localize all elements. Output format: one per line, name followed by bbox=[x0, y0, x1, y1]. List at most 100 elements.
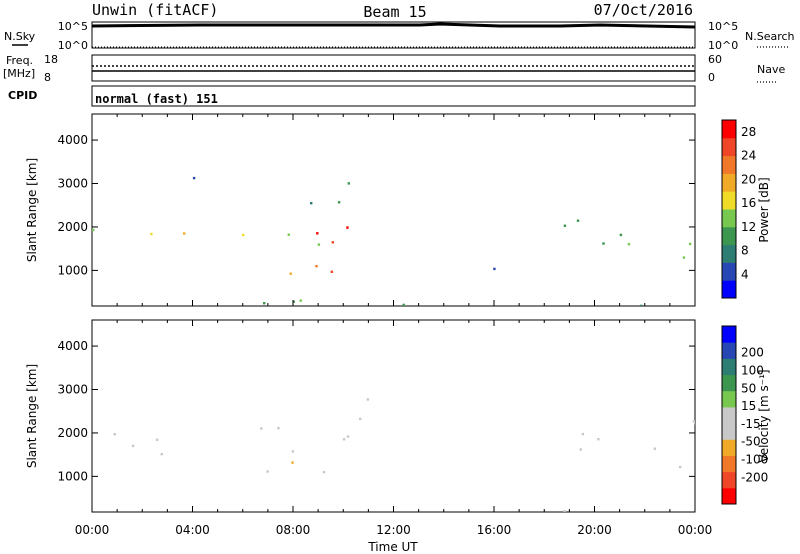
beam-title: Beam 15 bbox=[363, 3, 426, 21]
heatmap-cell bbox=[366, 398, 369, 401]
y-tick-label: 3000 bbox=[57, 383, 88, 397]
nave-label: Nave bbox=[757, 63, 785, 76]
colorbar-tick-label: -100 bbox=[741, 453, 768, 467]
station-title: Unwin (fitACF) bbox=[92, 1, 218, 19]
nsearch-tick-top: 10^5 bbox=[708, 20, 738, 33]
colorbar-tick-label: 12 bbox=[741, 220, 756, 234]
colorbar-tick-label: 50 bbox=[741, 381, 756, 395]
nave-tick-bottom: 0 bbox=[708, 71, 715, 84]
colorbar-tick-label: 8 bbox=[741, 244, 749, 258]
heatmap-cell bbox=[292, 300, 295, 303]
colorbar-swatch bbox=[722, 280, 736, 299]
heatmap-cell bbox=[693, 422, 695, 425]
colorbar-swatch bbox=[722, 173, 736, 192]
y-tick-label: 1000 bbox=[57, 263, 88, 277]
velocity-colorbar: -200 -100 -50 -15 15 50 100 200 bbox=[721, 325, 768, 505]
nsearch-tick-bottom: 10^0 bbox=[708, 39, 738, 52]
heatmap-cell bbox=[346, 435, 350, 438]
colorbar-swatch bbox=[722, 374, 736, 392]
y-tick-label: 4000 bbox=[57, 133, 88, 147]
colorbar-swatch bbox=[722, 471, 736, 489]
nsky-trace bbox=[91, 22, 696, 29]
colorbar-tick-label: 200 bbox=[741, 346, 764, 360]
velocity-panel: 1000 2000 3000 4000 Slant Range [km] -200 -1… bbox=[25, 319, 771, 513]
heatmap-cell bbox=[266, 470, 269, 473]
freq-tick-top: 18 bbox=[44, 53, 58, 66]
y-tick-label: 2000 bbox=[57, 426, 88, 440]
heatmap-cell bbox=[331, 241, 334, 244]
heatmap-cell bbox=[260, 427, 263, 430]
colorbar-swatch bbox=[722, 209, 736, 228]
heatmap-cell bbox=[92, 228, 95, 232]
velocity-cbar-label: Velocity [m s⁻¹] bbox=[757, 369, 771, 462]
heatmap-cell bbox=[289, 272, 292, 275]
heatmap-cell bbox=[359, 417, 362, 420]
heatmap-cell bbox=[155, 438, 159, 441]
heatmap-cell bbox=[310, 202, 313, 205]
heatmap-cell bbox=[692, 420, 695, 423]
x-tick-label: 04:00 bbox=[175, 523, 210, 537]
freq-tick-bottom: 8 bbox=[44, 71, 51, 84]
x-tick-label: 16:00 bbox=[477, 523, 512, 537]
heatmap-cell bbox=[287, 233, 290, 236]
heatmap-cell bbox=[299, 299, 302, 302]
cpid-value: normal (fast) 151 bbox=[95, 92, 218, 106]
power-heatmap-cells bbox=[92, 176, 692, 306]
power-cbar-label: Power [dB] bbox=[757, 177, 771, 242]
heatmap-cell bbox=[317, 243, 321, 246]
colorbar-swatch bbox=[722, 262, 736, 281]
x-tick-label: 00:00 bbox=[678, 523, 713, 537]
heatmap-cell bbox=[653, 447, 656, 450]
y-tick-label: 1000 bbox=[57, 469, 88, 483]
heatmap-cell bbox=[602, 242, 605, 245]
heatmap-cell bbox=[640, 304, 643, 306]
heatmap-cell bbox=[291, 461, 294, 464]
heatmap-cell bbox=[688, 242, 692, 246]
colorbar-tick-label: -15 bbox=[741, 417, 761, 431]
freq-unit: [MHz] bbox=[3, 67, 35, 80]
power-colorbar: 4 8 12 16 20 24 28 bbox=[721, 119, 756, 299]
colorbar-tick-label: 20 bbox=[741, 172, 756, 186]
colorbar-swatch bbox=[722, 487, 736, 505]
heatmap-cell bbox=[183, 232, 186, 235]
heatmap-cell bbox=[315, 265, 318, 268]
colorbar-tick-label: 100 bbox=[741, 364, 764, 378]
colorbar-swatch bbox=[722, 155, 736, 174]
nsky-label: N.Sky bbox=[4, 30, 36, 43]
x-tick-label: 00:00 bbox=[75, 523, 110, 537]
freq-label: Freq. bbox=[6, 54, 33, 67]
heatmap-cell bbox=[627, 243, 631, 246]
colorbar-tick-label: 16 bbox=[741, 196, 756, 210]
heatmap-cell bbox=[576, 219, 580, 222]
heatmap-cell bbox=[597, 438, 600, 441]
velocity-ylabel: Slant Range [km] bbox=[25, 364, 39, 468]
colorbar-swatch bbox=[722, 439, 736, 456]
colorbar-swatch bbox=[722, 191, 736, 210]
cpid-label: CPID bbox=[8, 89, 37, 102]
power-ylabel: Slant Range [km] bbox=[25, 158, 39, 262]
nsearch-label: N.Search bbox=[745, 30, 795, 43]
heatmap-cell bbox=[337, 201, 341, 204]
heatmap-cell bbox=[150, 232, 153, 236]
heatmap-cell bbox=[330, 270, 333, 273]
y-tick-label: 3000 bbox=[57, 177, 88, 191]
heatmap-cell bbox=[263, 302, 266, 305]
freq-panel: Freq. [MHz] 18 8 60 0 Nave bbox=[3, 53, 785, 84]
heatmap-cell bbox=[160, 453, 163, 456]
colorbar-swatch bbox=[722, 358, 736, 376]
velocity-axes: 1000 2000 3000 4000 bbox=[57, 320, 696, 512]
y-tick-label: 4000 bbox=[57, 339, 88, 353]
date-title: 07/Oct/2016 bbox=[594, 1, 693, 19]
colorbar-swatch bbox=[722, 406, 736, 424]
nsky-tick-top: 10^5 bbox=[58, 20, 88, 33]
x-tick-label: 20:00 bbox=[577, 523, 612, 537]
x-tick-label: 08:00 bbox=[276, 523, 311, 537]
heatmap-cell bbox=[682, 256, 686, 259]
heatmap-cell bbox=[346, 226, 349, 229]
time-axis: 00:00 04:00 08:00 12:00 16:00 20:00 00:00 bbox=[75, 523, 713, 537]
colorbar-swatch bbox=[722, 423, 736, 440]
colorbar-swatch bbox=[722, 326, 736, 343]
colorbar-swatch bbox=[722, 342, 736, 359]
power-axes: 1000 2000 3000 4000 bbox=[57, 114, 696, 306]
